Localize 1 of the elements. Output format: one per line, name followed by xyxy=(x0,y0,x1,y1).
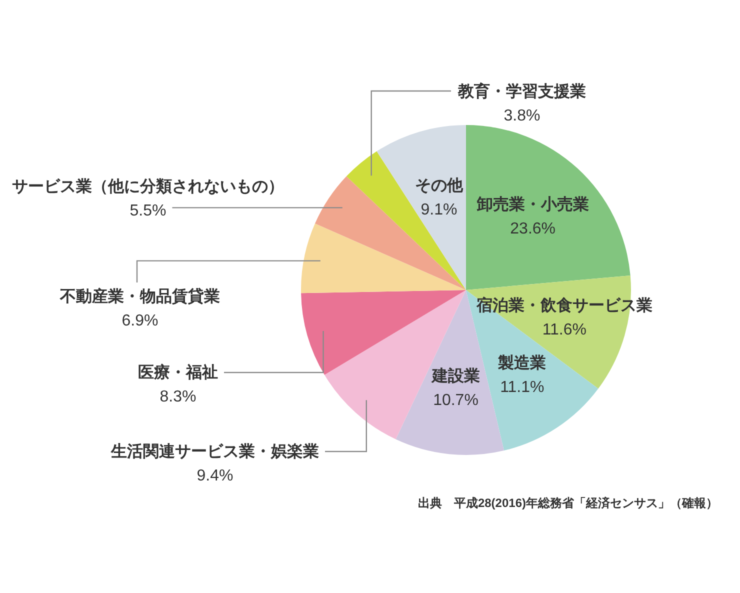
annotation: 出典 平成28(2016)年総務省「経済センサス」（確報） xyxy=(418,496,718,510)
